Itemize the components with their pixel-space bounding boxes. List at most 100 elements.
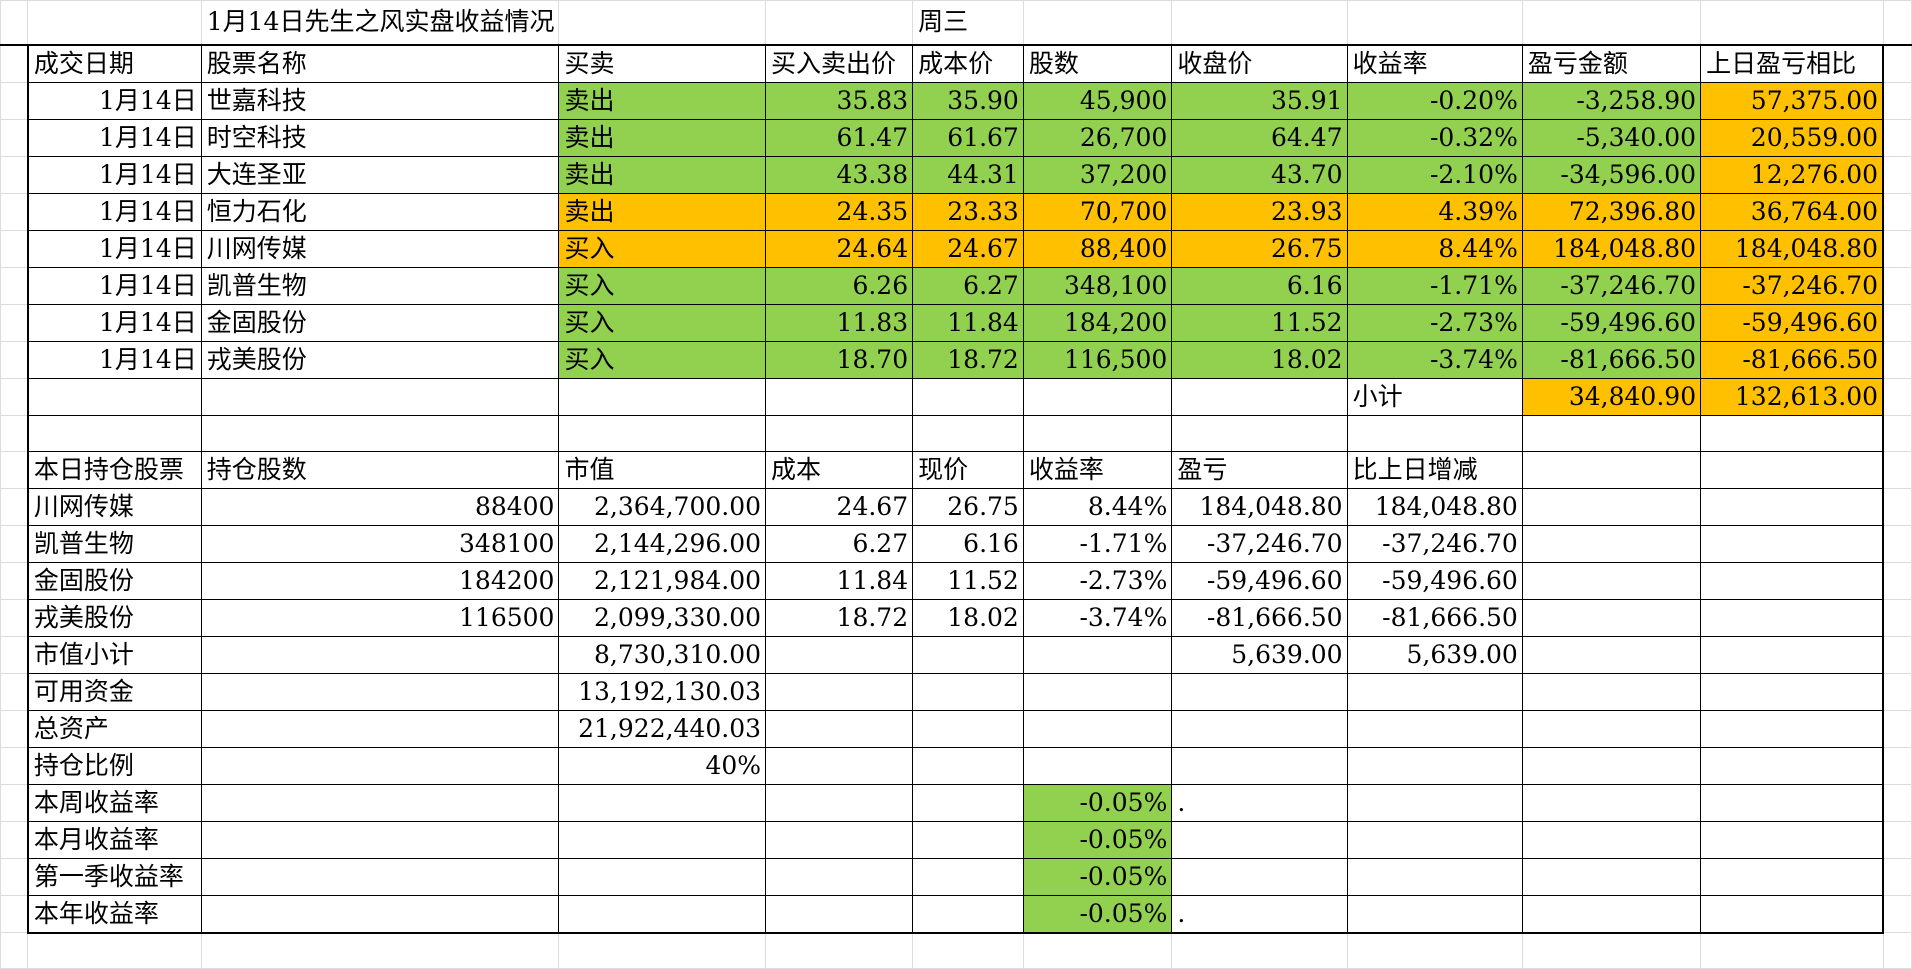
cell[interactable]: [1700, 857, 1885, 896]
cell[interactable]: [200, 932, 560, 969]
trade-cost-cell[interactable]: 61.67: [912, 118, 1024, 157]
cell[interactable]: [0, 598, 29, 637]
return-value[interactable]: -0.05%: [1022, 820, 1173, 859]
cell[interactable]: [0, 524, 29, 563]
trade-close-cell[interactable]: 11.52: [1171, 303, 1348, 342]
cell[interactable]: [0, 820, 29, 859]
trade-rate-cell[interactable]: -0.20%: [1346, 81, 1523, 120]
cell[interactable]: [912, 635, 1024, 674]
trade-action-cell[interactable]: 卖出: [558, 81, 767, 120]
trade-prev-cell[interactable]: -81,666.50: [1700, 340, 1885, 379]
holdings-header-cell[interactable]: 收益率: [1022, 450, 1173, 489]
cell[interactable]: [1171, 377, 1348, 416]
cell[interactable]: [0, 857, 29, 896]
cell[interactable]: [1882, 118, 1912, 157]
cell[interactable]: [1700, 561, 1885, 600]
trade-header-cell[interactable]: 收盘价: [1171, 44, 1348, 83]
holding-name-cell[interactable]: 川网传媒: [26, 487, 202, 526]
cell[interactable]: [765, 857, 914, 896]
return-label[interactable]: 本年收益率: [26, 894, 202, 934]
trade-shares-cell[interactable]: 37,200: [1022, 155, 1173, 194]
cell[interactable]: [1700, 598, 1885, 637]
cell[interactable]: [1521, 672, 1702, 711]
cell[interactable]: [1521, 524, 1702, 563]
holding-rate-cell[interactable]: 8.44%: [1022, 487, 1173, 526]
cell[interactable]: [765, 783, 914, 822]
holding-price-cell[interactable]: 18.02: [912, 598, 1024, 637]
holding-delta-cell[interactable]: 184,048.80: [1346, 487, 1523, 526]
cell[interactable]: [0, 81, 29, 120]
cell[interactable]: [0, 266, 29, 305]
cell[interactable]: [0, 340, 29, 379]
market-subtotal-label[interactable]: 市值小计: [26, 635, 202, 674]
cell[interactable]: [765, 0, 914, 46]
cell[interactable]: [1882, 820, 1912, 859]
cell[interactable]: [1700, 746, 1885, 785]
trade-header-cell[interactable]: 买入卖出价: [765, 44, 914, 83]
cell[interactable]: [1882, 0, 1912, 46]
cell[interactable]: [1022, 672, 1173, 711]
cell[interactable]: [1346, 672, 1523, 711]
holding-cost-cell[interactable]: 18.72: [765, 598, 914, 637]
cell[interactable]: [27, 0, 202, 46]
cell[interactable]: [1022, 709, 1173, 748]
cell[interactable]: [1346, 783, 1523, 822]
cell[interactable]: [1882, 598, 1912, 637]
cell[interactable]: [0, 303, 29, 342]
trade-action-cell[interactable]: 卖出: [558, 192, 767, 231]
market-subtotal-pnl[interactable]: 5,639.00: [1171, 635, 1348, 674]
cell[interactable]: [1521, 894, 1702, 934]
cell[interactable]: [0, 672, 29, 711]
trade-close-cell[interactable]: 23.93: [1171, 192, 1348, 231]
cell[interactable]: [765, 709, 914, 748]
trade-header-cell[interactable]: 成交日期: [26, 44, 202, 83]
cell[interactable]: [1700, 783, 1885, 822]
trade-price-cell[interactable]: 35.83: [765, 81, 914, 120]
holdings-header-cell[interactable]: 比上日增减: [1346, 450, 1523, 489]
cell[interactable]: [1882, 155, 1912, 194]
trade-name-cell[interactable]: 川网传媒: [200, 229, 560, 268]
return-label[interactable]: 第一季收益率: [26, 857, 202, 896]
trade-rate-cell[interactable]: -2.73%: [1346, 303, 1523, 342]
holding-delta-cell[interactable]: -37,246.70: [1346, 524, 1523, 563]
trade-header-cell[interactable]: 收益率: [1346, 44, 1523, 83]
cell[interactable]: [1882, 672, 1912, 711]
cell[interactable]: [912, 820, 1024, 859]
trade-date-cell[interactable]: 1月14日: [26, 303, 202, 342]
cell[interactable]: [912, 414, 1024, 452]
holdings-header-cell[interactable]: 盈亏: [1171, 450, 1348, 489]
cell[interactable]: [1022, 746, 1173, 785]
cell[interactable]: [1700, 414, 1885, 452]
cell[interactable]: [765, 377, 914, 416]
cell[interactable]: [0, 783, 29, 822]
holding-shares-cell[interactable]: 116500: [200, 598, 560, 637]
trade-action-cell[interactable]: 买入: [558, 340, 767, 379]
cell[interactable]: [558, 932, 767, 969]
holding-value-cell[interactable]: 2,144,296.00: [558, 524, 767, 563]
holding-shares-cell[interactable]: 184200: [200, 561, 560, 600]
cell[interactable]: [1521, 598, 1702, 637]
cell[interactable]: [0, 487, 29, 526]
cell[interactable]: [0, 0, 29, 46]
cell[interactable]: [558, 414, 767, 452]
trade-shares-cell[interactable]: 26,700: [1022, 118, 1173, 157]
cell[interactable]: [1521, 857, 1702, 896]
cell[interactable]: [1882, 81, 1912, 120]
trade-cost-cell[interactable]: 24.67: [912, 229, 1024, 268]
cell[interactable]: [200, 746, 560, 785]
cell[interactable]: [1346, 746, 1523, 785]
trade-prev-cell[interactable]: -37,246.70: [1700, 266, 1885, 305]
cell[interactable]: [1171, 746, 1348, 785]
cell[interactable]: [1346, 0, 1523, 46]
cell[interactable]: [0, 635, 29, 674]
market-subtotal-value[interactable]: 8,730,310.00: [558, 635, 767, 674]
cell[interactable]: [1521, 932, 1702, 969]
cash-label[interactable]: 可用资金: [26, 672, 202, 711]
cell[interactable]: [912, 783, 1024, 822]
holdings-header-cell[interactable]: 市值: [558, 450, 767, 489]
trade-prev-cell[interactable]: 57,375.00: [1700, 81, 1885, 120]
weekday-label[interactable]: 周三: [912, 0, 1024, 46]
trade-name-cell[interactable]: 时空科技: [200, 118, 560, 157]
trade-shares-cell[interactable]: 45,900: [1022, 81, 1173, 120]
cell[interactable]: [1346, 932, 1523, 969]
